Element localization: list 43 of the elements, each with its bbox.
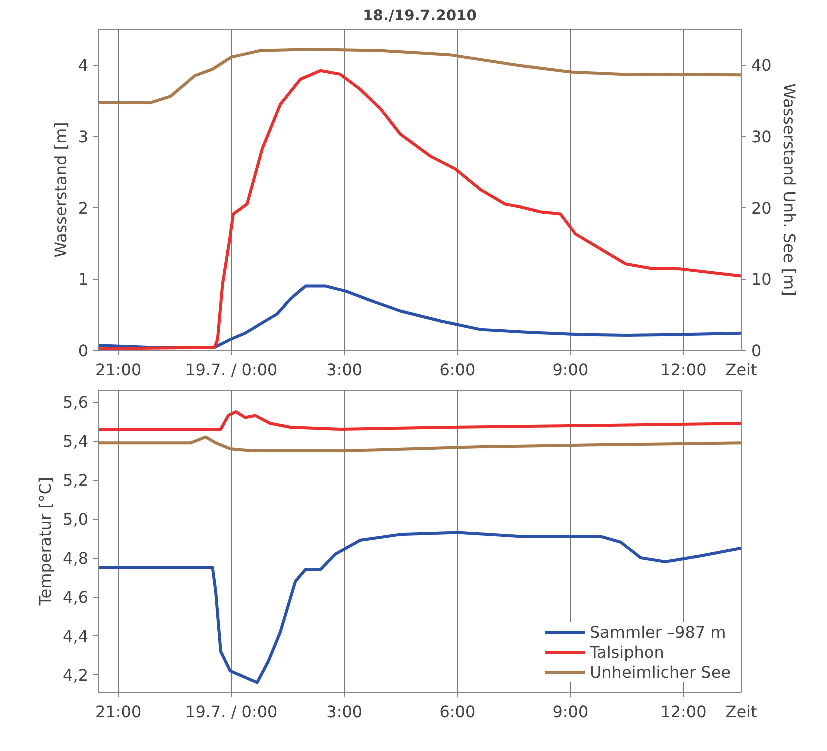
x-tick-label: 9:00 bbox=[552, 360, 589, 380]
x-axis-title: Zeit bbox=[726, 702, 758, 722]
y-tick-label: 4,4 bbox=[63, 626, 89, 646]
x-tick-label: 19.7. / 0:00 bbox=[186, 702, 278, 722]
y2-tick-label: 20 bbox=[752, 198, 772, 218]
y-tick-label: 5,0 bbox=[63, 510, 89, 530]
y-tick-label: 1 bbox=[78, 270, 89, 290]
x-tick-label: 21:00 bbox=[96, 360, 142, 380]
y2-tick-label: 0 bbox=[752, 342, 762, 360]
y-tick-label: 5,4 bbox=[63, 432, 89, 452]
y2-tick-label: 10 bbox=[752, 270, 772, 290]
chart-title: 18./19.7.2010 bbox=[363, 8, 477, 24]
x-tick-label: 6:00 bbox=[440, 702, 476, 722]
y-tick-label: 5,6 bbox=[63, 393, 89, 412]
y-tick-label: 0 bbox=[78, 342, 89, 360]
x-tick-label: 12:00 bbox=[660, 702, 707, 722]
line-series bbox=[98, 48, 742, 104]
legend-label: Talsiphon bbox=[590, 642, 664, 662]
legend-label: Unheimlicher See bbox=[590, 662, 731, 682]
x-tick-label: 6:00 bbox=[440, 360, 476, 380]
x-axis-title: Zeit bbox=[726, 360, 758, 380]
y-axis-title: Temperatur [°C] bbox=[36, 477, 56, 607]
x-tick-label: 19.7. / 0:00 bbox=[186, 360, 278, 380]
x-tick-label: 12:00 bbox=[660, 360, 707, 380]
y2-axis-title: Wasserstand Unh. See [m] bbox=[780, 84, 799, 296]
y2-tick-label: 30 bbox=[752, 128, 772, 146]
line-series bbox=[98, 531, 742, 684]
y-tick-label: 5,2 bbox=[63, 471, 89, 490]
y-tick-label: 4,6 bbox=[63, 588, 89, 608]
y-tick-label: 4,2 bbox=[63, 666, 89, 685]
y-axis-title: Wasserstand [m] bbox=[51, 122, 70, 258]
y-tick-label: 4 bbox=[78, 56, 89, 76]
y-tick-label: 2 bbox=[78, 198, 89, 218]
x-tick-label: 3:00 bbox=[326, 360, 363, 380]
x-tick-label: 21:00 bbox=[96, 702, 142, 722]
line-series bbox=[98, 436, 742, 452]
y-tick-label: 4,8 bbox=[63, 549, 89, 568]
y2-tick-label: 40 bbox=[752, 56, 772, 76]
x-tick-label: 3:00 bbox=[326, 702, 363, 722]
y-tick-label: 3 bbox=[78, 128, 89, 146]
legend-label: Sammler –987 m bbox=[590, 622, 726, 642]
x-tick-label: 9:00 bbox=[552, 702, 589, 722]
line-series bbox=[98, 410, 742, 431]
